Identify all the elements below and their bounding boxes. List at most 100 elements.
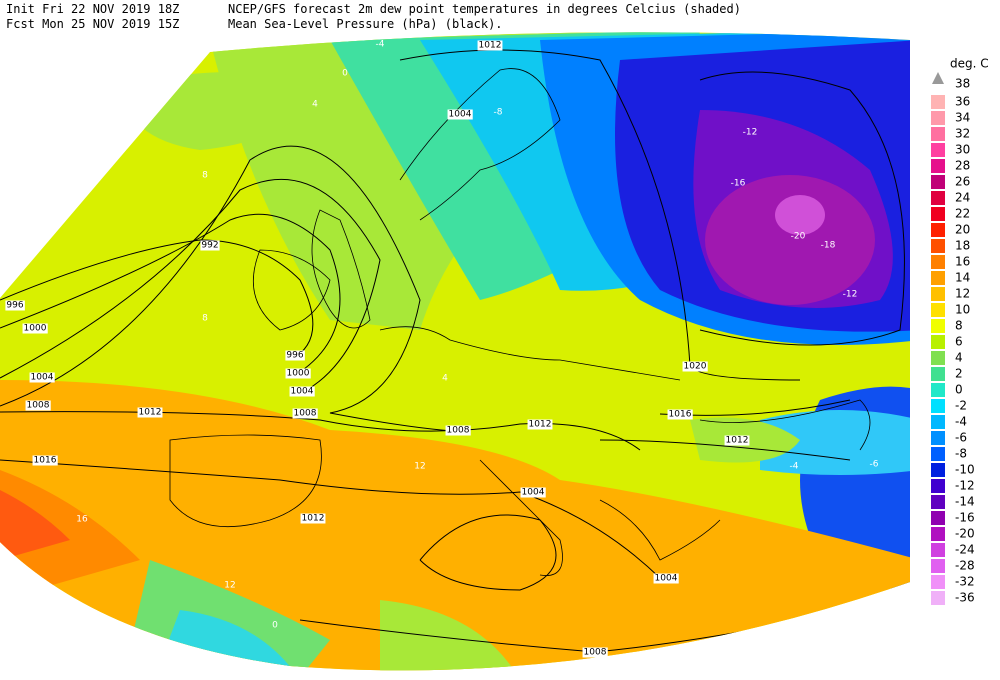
isobar-label: 996: [286, 351, 303, 361]
dewpoint-label: 0: [342, 69, 348, 79]
dewpoint-label: 16: [76, 515, 88, 525]
dewpoint-label: 8: [202, 314, 208, 324]
dewpoint-label: 4: [312, 100, 318, 110]
legend-swatch: [931, 543, 945, 557]
legend-swatch: [931, 383, 945, 397]
dewpoint-label: 8: [202, 171, 208, 181]
isobar-label: 1004: [291, 387, 314, 397]
legend-swatch: [931, 479, 945, 493]
legend-swatch: [931, 319, 945, 333]
legend-swatch: [931, 111, 945, 125]
init-time: Init Fri 22 NOV 2019 18Z: [6, 2, 179, 16]
isobar-label: 1004: [31, 373, 54, 383]
isobar-label-bg: [300, 513, 326, 524]
dewpoint-label: 4: [442, 374, 448, 384]
dewpoint-label: -4: [790, 462, 799, 472]
legend-label: 10: [955, 303, 970, 317]
legend-label: 2: [955, 367, 963, 381]
forecast-time: Fcst Mon 25 NOV 2019 15Z: [6, 17, 179, 31]
isobar-label: 1012: [529, 420, 552, 430]
legend-label: -32: [955, 575, 975, 589]
legend-label: 14: [955, 271, 970, 285]
legend-swatch: [931, 223, 945, 237]
legend-swatch: [931, 95, 945, 109]
legend-swatch: [931, 367, 945, 381]
isobar-label-bg: [653, 573, 679, 584]
isobar-label-bg: [667, 409, 693, 420]
legend-label: -10: [955, 463, 975, 477]
isobar-label: 1016: [669, 410, 692, 420]
isobar-label-bg: [200, 240, 220, 251]
isobar-label: 1004: [522, 488, 545, 498]
legend-label: -4: [955, 415, 967, 429]
legend-label: -14: [955, 495, 975, 509]
isobar-label: 1008: [584, 648, 607, 658]
legend: deg. C 38 363432302826242220181614121086…: [931, 57, 989, 605]
isobar-label-bg: [520, 487, 546, 498]
legend-label: -8: [955, 447, 967, 461]
isobar-label: 1016: [34, 456, 57, 466]
legend-label: -20: [955, 527, 975, 541]
isobar-label: 1008: [27, 401, 50, 411]
isobar-label-bg: [285, 368, 311, 379]
legend-label: 18: [955, 239, 970, 253]
legend-swatch: [931, 431, 945, 445]
isobar-label-bg: [25, 400, 51, 411]
isobar-labels: 1012 992 996 1000 1004 1008 1012 1016 99…: [5, 40, 750, 658]
legend-label: -6: [955, 431, 967, 445]
legend-swatch: [931, 559, 945, 573]
isobar-label: 1012: [302, 514, 325, 524]
isobar-label-bg: [527, 419, 553, 430]
isobar-label: 1020: [684, 362, 707, 372]
isobar-label-bg: [289, 386, 315, 397]
isobar-label-bg: [292, 408, 318, 419]
dewpoint-label: 12: [414, 462, 425, 472]
isobar-label: 1012: [479, 41, 502, 51]
legend-swatch: [931, 351, 945, 365]
legend-swatch: [931, 511, 945, 525]
legend-label: 32: [955, 127, 970, 141]
legend-label: -24: [955, 543, 975, 557]
dewpoint-label: -20: [791, 232, 806, 242]
legend-swatch: [931, 207, 945, 221]
isobar-label: 1008: [447, 426, 470, 436]
legend-arrow: [932, 72, 944, 84]
legend-label: 16: [955, 255, 970, 269]
legend-swatch: [931, 159, 945, 173]
dewpoint-labels: -4 0 4 -8 -12 -16 -20 -18 -12 8 8 4 12 1…: [76, 40, 878, 631]
legend-swatch: [931, 143, 945, 157]
legend-swatch: [931, 399, 945, 413]
isobar-label-bg: [5, 300, 25, 311]
legend-swatch: [931, 447, 945, 461]
legend-swatch: [931, 287, 945, 301]
isobar-label-bg: [285, 350, 305, 361]
legend-swatch: [931, 175, 945, 189]
dewpoint-label: -6: [870, 460, 879, 470]
legend-swatch: [931, 303, 945, 317]
legend-swatch: [931, 527, 945, 541]
legend-swatch: [931, 415, 945, 429]
legend-swatch: [931, 271, 945, 285]
isobar-label-bg: [29, 372, 55, 383]
legend-swatch: [931, 575, 945, 589]
dewpoint-label: -4: [376, 40, 385, 50]
legend-label: 34: [955, 111, 970, 125]
isobars: [0, 49, 905, 653]
coastlines: [169, 68, 871, 576]
isobar-label-bg: [445, 425, 471, 436]
legend-label: 0: [955, 383, 963, 397]
dewpoint-label: -12: [843, 290, 858, 300]
dewpoint-label: 0: [272, 621, 278, 631]
isobar-label-bg: [447, 109, 473, 120]
legend-label: 8: [955, 319, 963, 333]
title: NCEP/GFS forecast 2m dew point temperatu…: [228, 2, 741, 16]
legend-label: -2: [955, 399, 967, 413]
isobar-label: 1004: [655, 574, 678, 584]
dewpoint-label: -12: [743, 128, 758, 138]
isobar-label: 992: [201, 241, 218, 251]
legend-label: 30: [955, 143, 970, 157]
legend-swatch: [931, 495, 945, 509]
isobar-label: 1012: [139, 408, 162, 418]
